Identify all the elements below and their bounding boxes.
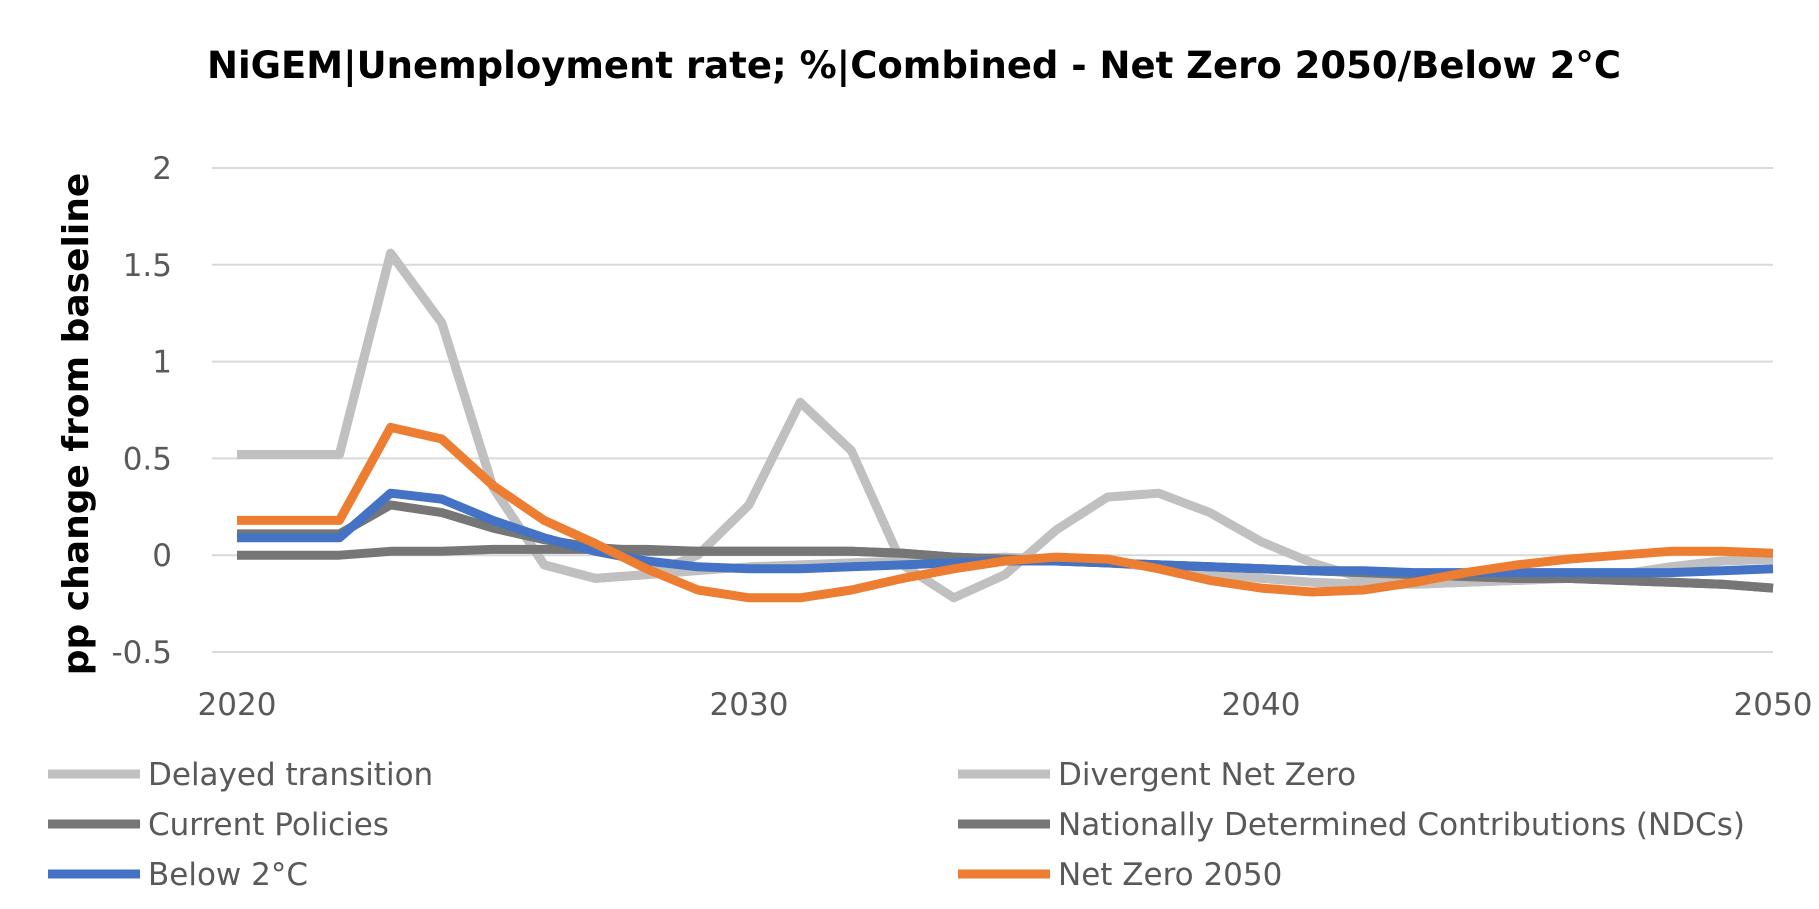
legend-label: Current Policies (148, 807, 389, 843)
series-line-net-zero-2050 (237, 422, 1774, 603)
legend-label: Below 2°C (148, 857, 308, 893)
x-tick-label: 2050 (1734, 687, 1813, 723)
legend-label: Delayed transition (148, 757, 433, 793)
x-tick-label: 2030 (710, 687, 789, 723)
y-tick-label: 2 (152, 151, 172, 187)
y-tick-label: 1 (152, 345, 172, 381)
x-axis-ticks: 2020 2030 2040 2050 (198, 687, 1813, 723)
legend-item: Divergent Net Zero (958, 757, 1356, 793)
legend-label: Net Zero 2050 (1058, 857, 1282, 893)
x-tick-label: 2040 (1222, 687, 1301, 723)
legend: Delayed transition Divergent Net Zero Curr… (48, 757, 1745, 893)
x-tick-label: 2020 (198, 687, 277, 723)
y-axis-label: pp change from baseline (56, 173, 97, 676)
y-tick-label: 0 (152, 538, 172, 574)
legend-item: Delayed transition (48, 757, 433, 793)
chart-title: NiGEM|Unemployment rate; %|Combined - Ne… (207, 44, 1621, 87)
legend-item: Current Policies (48, 807, 389, 843)
y-tick-label: 1.5 (123, 248, 172, 284)
legend-item: Net Zero 2050 (958, 857, 1282, 893)
y-tick-label: 0.5 (123, 441, 172, 477)
y-axis-ticks: 2 1.5 1 0.5 0 -0.5 (112, 151, 173, 671)
legend-label: Nationally Determined Contributions (NDC… (1058, 807, 1745, 843)
legend-label: Divergent Net Zero (1058, 757, 1356, 793)
plot-series (237, 248, 1774, 603)
legend-item: Below 2°C (48, 857, 308, 893)
y-tick-label: -0.5 (112, 635, 173, 671)
legend-item: Nationally Determined Contributions (NDC… (958, 807, 1745, 843)
